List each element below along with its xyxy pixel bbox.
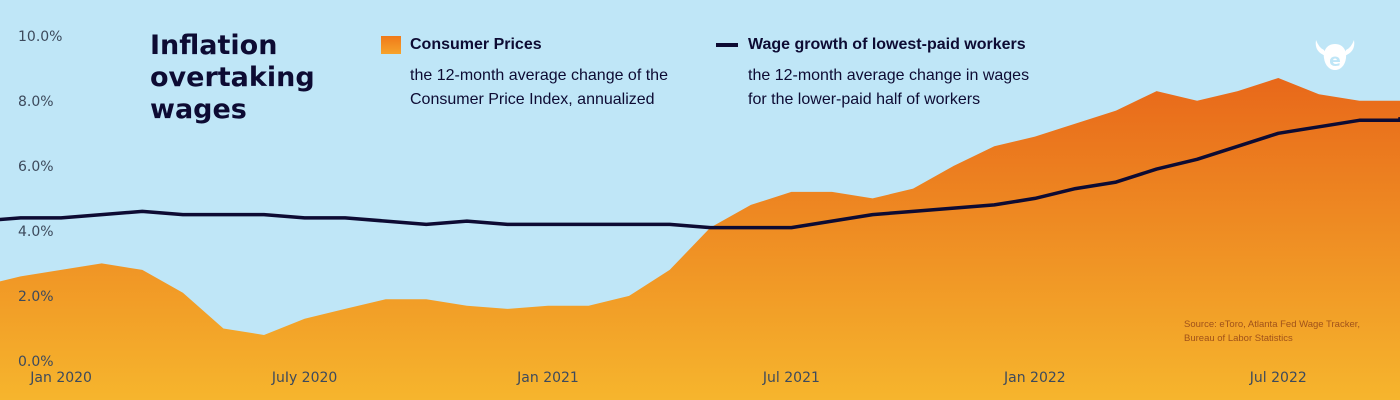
x-axis-ticks: Jan 2020 JuIy 2020 Jan 2021 Jul 2021 Jan 202… (29, 370, 1306, 386)
x-tick-label: JuIy 2020 (271, 370, 338, 386)
y-tick-label: 10.0% (18, 29, 62, 45)
wage-line-series (0, 117, 1400, 230)
cpi-legend-title: Consumer Prices (410, 36, 542, 53)
cpi-legend: Consumer Prices the 12-month average cha… (410, 36, 668, 112)
y-tick-label: 8.0% (18, 94, 54, 110)
svg-text:e: e (1329, 51, 1341, 71)
cpi-area-series (0, 78, 1400, 400)
cpi-legend-description: the 12-month average change of the Consu… (410, 67, 668, 108)
y-axis-ticks: 0.0% 2.0% 4.0% 6.0% 8.0% 10.0% (18, 29, 62, 370)
wage-legend-swatch (716, 43, 738, 47)
cpi-legend-swatch (381, 36, 401, 54)
x-tick-label: Jul 2022 (1249, 370, 1307, 386)
wage-legend-description: the 12-month average change in wages for… (748, 67, 1030, 108)
x-tick-label: Jan 2022 (1003, 370, 1066, 386)
wage-legend-title: Wage growth of lowest-paid workers (748, 36, 1026, 53)
wage-legend: Wage growth of lowest-paid workers the 1… (748, 36, 1029, 112)
source-note: Source: eToro, Atlanta Fed Wage Tracker,… (1184, 319, 1361, 344)
chart-title: Inflation overtaking wages (150, 30, 315, 125)
x-tick-label: Jan 2020 (29, 370, 92, 386)
x-tick-label: Jan 2021 (516, 370, 579, 386)
x-tick-label: Jul 2021 (762, 370, 820, 386)
y-tick-label: 6.0% (18, 159, 54, 175)
etoro-bull-icon: e (1310, 36, 1360, 81)
y-tick-label: 4.0% (18, 224, 54, 240)
y-tick-label: 0.0% (18, 354, 54, 370)
y-tick-label: 2.0% (18, 289, 54, 305)
